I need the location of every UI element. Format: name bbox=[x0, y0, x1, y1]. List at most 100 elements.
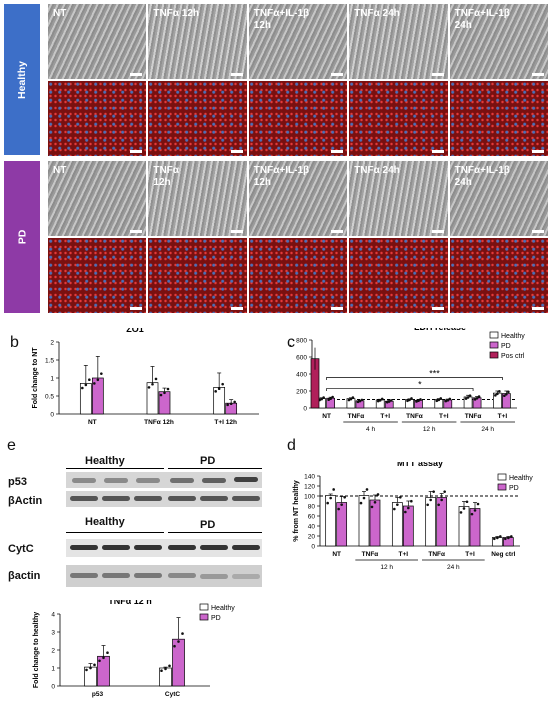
data-point bbox=[380, 397, 384, 401]
y-tick-label: 3 bbox=[51, 630, 55, 637]
data-point bbox=[106, 651, 109, 655]
data-point bbox=[100, 372, 103, 375]
condition-label: TNFα 12h bbox=[153, 165, 179, 188]
data-point bbox=[217, 387, 221, 390]
chart-title: ZO1 bbox=[126, 328, 144, 334]
x-tick-label: T+I bbox=[439, 413, 449, 420]
micrograph-phase: NT bbox=[48, 161, 147, 236]
blot-group-line bbox=[66, 532, 164, 533]
data-point bbox=[439, 397, 443, 400]
legend-swatch bbox=[489, 341, 499, 349]
data-point bbox=[84, 383, 88, 387]
data-point bbox=[465, 500, 469, 504]
y-tick-label: 40 bbox=[308, 524, 316, 531]
micrograph-fluorescence bbox=[148, 81, 247, 156]
data-point bbox=[326, 501, 329, 505]
data-point bbox=[393, 507, 396, 511]
data-point bbox=[429, 498, 432, 502]
group-label: 24 h bbox=[481, 426, 494, 433]
data-point bbox=[89, 666, 92, 670]
scale-bar bbox=[230, 230, 243, 233]
legend-label: Healthy bbox=[501, 333, 525, 340]
y-tick-label: 120 bbox=[304, 484, 315, 491]
data-point bbox=[408, 398, 411, 402]
group-label: 12 h bbox=[380, 564, 393, 571]
blot-band bbox=[70, 573, 98, 578]
data-point bbox=[426, 503, 429, 507]
y-axis-label: % from NT healthy bbox=[290, 343, 292, 405]
data-point bbox=[154, 377, 158, 381]
blot-cytc bbox=[66, 539, 262, 557]
data-point bbox=[437, 503, 440, 507]
significance-label: * bbox=[418, 380, 422, 390]
x-tick-label: T+I bbox=[380, 413, 390, 420]
chart-title: LDH release bbox=[414, 328, 466, 332]
x-tick-label: T+I 12h bbox=[214, 419, 237, 426]
micrograph-fluorescence bbox=[349, 81, 448, 156]
x-tick-label: T+I bbox=[465, 551, 475, 558]
blot-bactin-2 bbox=[66, 565, 262, 587]
row-label-pd: PD bbox=[4, 161, 40, 313]
blot-band bbox=[168, 573, 196, 578]
data-point bbox=[214, 390, 217, 393]
data-point bbox=[229, 402, 233, 406]
scale-bar bbox=[532, 150, 544, 153]
data-point bbox=[332, 488, 335, 491]
y-tick-label: 4 bbox=[51, 612, 55, 619]
scale-bar bbox=[532, 307, 544, 310]
x-tick-label: T+I bbox=[399, 551, 409, 558]
data-point bbox=[432, 490, 435, 493]
data-point bbox=[396, 503, 399, 506]
data-point bbox=[475, 397, 479, 400]
panel-letter-d: d bbox=[287, 437, 296, 454]
blot-band bbox=[134, 496, 162, 501]
blot-label-bactin-1: βActin bbox=[8, 495, 43, 507]
scale-bar bbox=[331, 150, 344, 153]
data-point bbox=[496, 536, 499, 540]
legend-swatch bbox=[497, 483, 507, 491]
micrograph-phase: TNFα 24h bbox=[349, 161, 448, 236]
blot-bactin-1 bbox=[66, 491, 262, 507]
data-point bbox=[226, 403, 229, 407]
micrograph-phase: TNFα 24h bbox=[349, 4, 448, 79]
x-tick-label: TNFα bbox=[348, 413, 365, 420]
data-point bbox=[329, 397, 332, 401]
blot-band bbox=[136, 478, 160, 483]
data-point bbox=[351, 396, 355, 399]
data-point bbox=[98, 659, 101, 663]
data-point bbox=[160, 669, 163, 672]
blot-label-cytc: CytC bbox=[8, 543, 34, 555]
data-point bbox=[102, 656, 105, 660]
micrograph-phase: TNFα+IL-1β 12h bbox=[248, 4, 348, 79]
micrograph-phase: TNFα+IL-1β 24h bbox=[449, 4, 548, 79]
y-tick-label: 0 bbox=[311, 544, 315, 551]
data-point bbox=[404, 510, 407, 514]
blot-top-label-healthy: Healthy bbox=[85, 455, 125, 467]
blot-label-bactin-2: βactin bbox=[8, 570, 41, 582]
data-point bbox=[493, 537, 496, 541]
micrograph-fluorescence bbox=[248, 81, 348, 156]
legend-swatch bbox=[497, 473, 507, 481]
data-point bbox=[443, 490, 446, 493]
data-point bbox=[221, 382, 224, 386]
y-tick-label: 200 bbox=[296, 389, 307, 396]
group-label: 24 h bbox=[447, 564, 460, 571]
scale-bar bbox=[230, 73, 243, 76]
micrograph-phase: TNFα+IL-1β 12h bbox=[248, 161, 348, 236]
micrograph-fluorescence bbox=[48, 238, 147, 313]
micrograph-grid-healthy: NT TNFα 12h TNFα+IL-1β 12h TNFα 24h TNFα… bbox=[48, 4, 548, 156]
data-point bbox=[365, 488, 369, 491]
micrograph-fluorescence bbox=[148, 238, 247, 313]
scale-bar bbox=[331, 73, 344, 76]
data-point bbox=[177, 640, 180, 643]
data-point bbox=[163, 391, 166, 395]
y-tick-label: 60 bbox=[308, 514, 316, 521]
x-tick-label: TNFα bbox=[465, 413, 482, 420]
data-point bbox=[468, 394, 472, 397]
data-point bbox=[410, 499, 413, 503]
data-point bbox=[476, 502, 480, 506]
data-point bbox=[504, 537, 507, 541]
y-tick-label: 1 bbox=[51, 666, 55, 673]
data-point bbox=[510, 535, 513, 538]
blot-group-line bbox=[168, 532, 262, 533]
